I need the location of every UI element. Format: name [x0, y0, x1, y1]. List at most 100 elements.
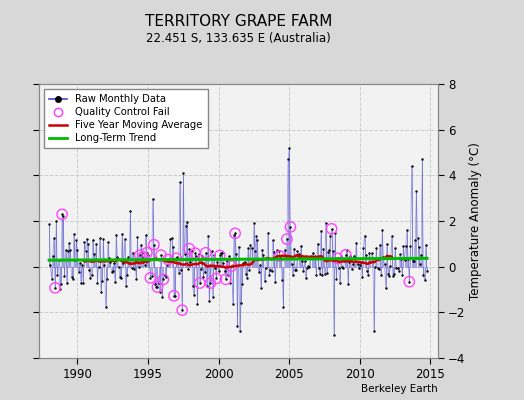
Point	[157, 252, 165, 258]
Point	[325, 247, 333, 253]
Point	[286, 224, 294, 230]
Point	[381, 285, 390, 292]
Point	[233, 323, 242, 329]
Point	[78, 262, 86, 268]
Point	[122, 283, 130, 289]
Point	[200, 269, 209, 275]
Point	[131, 258, 139, 265]
Point	[166, 236, 174, 242]
Point	[119, 260, 127, 266]
Point	[397, 256, 405, 262]
Point	[93, 280, 102, 286]
Point	[209, 294, 217, 300]
Point	[394, 265, 402, 272]
Point	[192, 253, 201, 259]
Point	[278, 277, 287, 283]
Point	[308, 254, 316, 260]
Point	[252, 233, 260, 239]
Point	[95, 235, 104, 242]
Point	[186, 258, 194, 265]
Point	[267, 268, 276, 275]
Point	[401, 243, 410, 250]
Point	[281, 255, 290, 261]
Point	[228, 301, 237, 308]
Point	[284, 156, 292, 162]
Point	[89, 236, 97, 243]
Point	[74, 269, 83, 275]
Point	[146, 275, 155, 281]
Point	[45, 221, 53, 227]
Point	[219, 260, 227, 266]
Point	[103, 275, 111, 282]
Point	[206, 280, 215, 286]
Point	[56, 286, 64, 293]
Point	[315, 271, 324, 277]
Point	[239, 260, 247, 266]
Legend: Raw Monthly Data, Quality Control Fail, Five Year Moving Average, Long-Term Tren: Raw Monthly Data, Quality Control Fail, …	[45, 89, 208, 148]
Point	[172, 255, 180, 262]
Point	[399, 243, 408, 250]
Point	[322, 220, 330, 226]
Point	[224, 272, 232, 278]
Point	[412, 188, 421, 194]
Point	[130, 266, 138, 272]
Point	[371, 264, 379, 270]
Point	[225, 253, 233, 260]
Point	[266, 266, 275, 273]
Y-axis label: Temperature Anomaly (°C): Temperature Anomaly (°C)	[470, 142, 483, 300]
Point	[214, 268, 223, 274]
Point	[58, 211, 67, 218]
Point	[143, 250, 151, 256]
Point	[128, 250, 137, 256]
Point	[47, 276, 56, 282]
Point	[279, 304, 288, 310]
Point	[391, 244, 399, 251]
Point	[362, 252, 370, 258]
Point	[248, 258, 257, 264]
Point	[392, 264, 400, 271]
Point	[344, 280, 352, 287]
Point	[138, 250, 146, 257]
Point	[199, 274, 208, 280]
Point	[104, 239, 112, 246]
Point	[211, 265, 220, 271]
Point	[106, 259, 115, 266]
Point	[379, 254, 388, 260]
Point	[59, 213, 68, 220]
Point	[133, 234, 141, 240]
Point	[185, 246, 193, 252]
Point	[370, 327, 378, 334]
Point	[80, 239, 89, 245]
Point	[197, 266, 205, 272]
Point	[310, 254, 318, 261]
Point	[61, 247, 70, 254]
Point	[400, 256, 409, 263]
Point	[236, 327, 244, 334]
Point	[293, 248, 302, 254]
Point	[299, 268, 308, 274]
Point	[345, 258, 354, 265]
Point	[283, 236, 291, 242]
Point	[54, 257, 63, 264]
Point	[326, 233, 335, 239]
Text: Berkeley Earth: Berkeley Earth	[361, 384, 438, 394]
Point	[159, 276, 168, 283]
Point	[406, 242, 414, 249]
Point	[164, 256, 172, 263]
Text: TERRITORY GRAPE FARM: TERRITORY GRAPE FARM	[145, 14, 332, 29]
Point	[226, 280, 235, 286]
Point	[304, 263, 312, 269]
Point	[153, 284, 161, 290]
Point	[348, 260, 357, 267]
Point	[265, 272, 274, 278]
Point	[232, 250, 241, 257]
Point	[305, 264, 313, 270]
Point	[146, 275, 155, 281]
Point	[377, 272, 385, 278]
Point	[69, 276, 77, 282]
Point	[84, 241, 92, 248]
Point	[222, 276, 230, 282]
Point	[58, 211, 67, 218]
Point	[184, 266, 192, 273]
Point	[230, 232, 238, 239]
